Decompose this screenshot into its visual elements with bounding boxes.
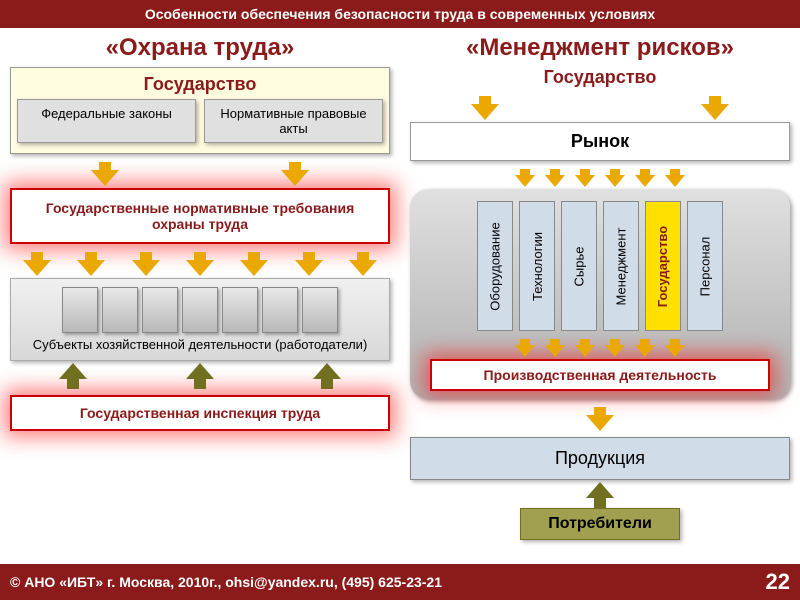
arrow-row-r5	[410, 480, 790, 508]
laws-pair: Федеральные законы Нормативные правовые …	[17, 99, 383, 143]
arrow-row-r2	[410, 161, 790, 189]
footer-copyright: © АНО «ИБТ» г. Москва, 2010г., ohsi@yand…	[10, 574, 442, 590]
arrow-row-r4	[410, 399, 790, 433]
arrow-down-icon	[281, 170, 309, 186]
subject-block	[62, 287, 98, 333]
arrow-down-icon	[635, 345, 655, 357]
arrow-row-up	[10, 361, 390, 395]
subject-blocks	[19, 287, 381, 333]
arrow-down-icon	[665, 345, 685, 357]
arrow-down-icon	[349, 260, 377, 276]
market-box: Рынок	[410, 122, 790, 161]
arrow-down-icon	[545, 345, 565, 357]
right-title: «Менеджмент рисков»	[410, 34, 790, 62]
arrow-down-icon	[545, 175, 565, 187]
subject-block	[302, 287, 338, 333]
arrow-down-icon	[132, 260, 160, 276]
consumers-box: Потребители	[520, 508, 680, 540]
normative-acts-box: Нормативные правовые акты	[204, 99, 383, 143]
resource-columns: Оборудование Технологии Сырье Менеджмент…	[420, 201, 780, 331]
arrow-row-r1	[410, 88, 790, 122]
col-equipment: Оборудование	[477, 201, 513, 331]
arrow-down-icon	[701, 104, 729, 120]
arrow-up-icon	[586, 482, 614, 498]
arrow-down-icon	[665, 175, 685, 187]
subject-block	[102, 287, 138, 333]
col-state: Государство	[645, 201, 681, 331]
left-title: «Охрана труда»	[10, 34, 390, 62]
col-mgmt: Менеджмент	[603, 201, 639, 331]
products-box: Продукция	[410, 437, 790, 480]
state-label-right: Государство	[410, 67, 790, 88]
right-column: «Менеджмент рисков» Государство Рынок Об…	[400, 28, 800, 568]
arrow-down-icon	[23, 260, 51, 276]
arrow-row-2	[10, 244, 390, 278]
left-column: «Охрана труда» Государство Федеральные з…	[0, 28, 400, 568]
arrow-down-icon	[575, 175, 595, 187]
arrow-up-icon	[186, 363, 214, 379]
requirements-box: Государственные нормативные требования о…	[10, 188, 390, 244]
inspection-box: Государственная инспекция труда	[10, 395, 390, 431]
arrow-down-icon	[586, 415, 614, 431]
arrow-down-icon	[240, 260, 268, 276]
col-tech: Технологии	[519, 201, 555, 331]
arrow-row-1	[10, 154, 390, 188]
subject-block	[222, 287, 258, 333]
state-label-left: Государство	[17, 70, 383, 99]
col-raw: Сырье	[561, 201, 597, 331]
arrow-down-icon	[605, 175, 625, 187]
subject-block	[262, 287, 298, 333]
arrow-down-icon	[295, 260, 323, 276]
arrow-down-icon	[91, 170, 119, 186]
arrow-down-icon	[575, 345, 595, 357]
arrow-down-icon	[515, 345, 535, 357]
header-bar: Особенности обеспечения безопасности тру…	[0, 0, 800, 28]
production-box: Производственная деятельность	[430, 359, 770, 391]
arrow-down-icon	[635, 175, 655, 187]
federal-laws-box: Федеральные законы	[17, 99, 196, 143]
arrow-down-icon	[471, 104, 499, 120]
resource-container: Оборудование Технологии Сырье Менеджмент…	[410, 189, 790, 399]
arrow-row-r3	[420, 331, 780, 359]
arrow-down-icon	[515, 175, 535, 187]
footer-bar: © АНО «ИБТ» г. Москва, 2010г., ohsi@yand…	[0, 564, 800, 600]
subjects-label: Субъекты хозяйственной деятельности (раб…	[19, 337, 381, 352]
arrow-up-icon	[313, 363, 341, 379]
state-box-left: Государство Федеральные законы Нормативн…	[10, 67, 390, 154]
subject-block	[182, 287, 218, 333]
arrow-down-icon	[605, 345, 625, 357]
subjects-box: Субъекты хозяйственной деятельности (раб…	[10, 278, 390, 361]
page-number: 22	[766, 569, 790, 595]
header-title: Особенности обеспечения безопасности тру…	[145, 6, 655, 22]
subject-block	[142, 287, 178, 333]
arrow-down-icon	[77, 260, 105, 276]
arrow-up-icon	[59, 363, 87, 379]
arrow-down-icon	[186, 260, 214, 276]
col-personnel: Персонал	[687, 201, 723, 331]
main-content: «Охрана труда» Государство Федеральные з…	[0, 28, 800, 568]
